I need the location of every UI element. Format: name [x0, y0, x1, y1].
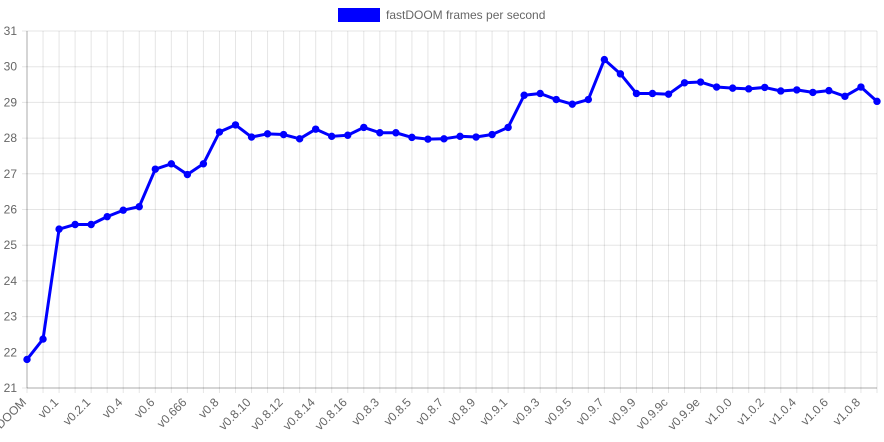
data-point — [536, 89, 544, 98]
x-tick-label: v0.4 — [99, 395, 125, 421]
data-point — [167, 160, 176, 168]
data-point — [263, 130, 272, 138]
x-tick-label: v0.1 — [35, 395, 61, 421]
x-tick-label: v0.8.7 — [413, 395, 446, 428]
data-point — [103, 212, 111, 221]
data-point — [328, 132, 336, 141]
x-tick-label: v1.0.6 — [798, 395, 831, 428]
data-point — [199, 160, 208, 168]
x-tick-label: v0.8.16 — [312, 395, 350, 433]
y-tick-label: 21 — [4, 381, 18, 395]
x-tick-label: DOOM — [0, 395, 29, 431]
data-point — [424, 135, 432, 143]
y-axis: 21 22 23 24 25 26 27 28 29 30 31 — [4, 24, 18, 395]
data-point — [135, 202, 143, 211]
data-point — [488, 130, 496, 139]
x-tick-label: v1.0.8 — [830, 395, 863, 428]
data-point — [712, 83, 721, 91]
data-point — [552, 95, 560, 104]
x-tick-label: v0.8.5 — [381, 395, 414, 428]
y-tick-label: 23 — [4, 310, 18, 324]
data-point — [39, 335, 47, 343]
x-tick-label: v1.0.4 — [766, 395, 799, 428]
y-tick-label: 31 — [4, 24, 18, 38]
data-point — [520, 91, 528, 99]
data-point — [857, 83, 865, 91]
x-tick-label: v1.0.0 — [702, 395, 735, 428]
x-tick-label: v0.8 — [196, 395, 222, 421]
y-tick-label: 22 — [4, 345, 18, 359]
data-point — [376, 129, 384, 137]
data-point — [632, 89, 641, 98]
data-point — [215, 128, 224, 136]
x-tick-label: v0.9.9e — [665, 395, 703, 433]
data-point — [247, 133, 256, 141]
x-tick-label: v0.9.9c — [633, 395, 670, 432]
x-tick-label: v1.0.2 — [734, 395, 767, 428]
x-tick-label: v0.9.5 — [541, 395, 574, 428]
data-point — [71, 220, 79, 229]
data-point — [825, 86, 833, 95]
x-tick-label: v0.666 — [154, 395, 190, 431]
data-point — [311, 125, 320, 133]
data-point — [777, 87, 785, 95]
x-tick-label: v0.8.10 — [216, 395, 254, 433]
series — [23, 55, 881, 364]
x-tick-label: v0.6 — [131, 395, 157, 421]
legend[interactable]: fastDOOM frames per second — [338, 8, 545, 22]
data-point — [440, 135, 448, 143]
data-point — [183, 170, 192, 179]
data-point — [584, 95, 593, 104]
data-point — [504, 123, 512, 132]
x-tick-label: v0.9.3 — [509, 395, 542, 428]
data-point — [55, 225, 63, 233]
x-tick-label: v0.2.1 — [60, 395, 93, 428]
data-point — [616, 70, 625, 78]
data-point — [392, 129, 400, 137]
x-tick-label: v0.8.12 — [248, 395, 286, 433]
data-point — [279, 130, 288, 139]
x-tick-label: v0.9.1 — [477, 395, 510, 428]
data-point — [360, 123, 368, 132]
x-tick-label: v0.8.14 — [280, 395, 318, 433]
data-point — [873, 97, 881, 106]
data-point — [231, 121, 240, 129]
data-point — [295, 135, 304, 143]
data-point — [761, 83, 769, 92]
data-point — [728, 84, 737, 92]
x-axis: DOOM v0.1 v0.2.1 v0.4 v0.6v0.666 v0.8v0.8.10v… — [0, 395, 863, 433]
data-point — [744, 85, 753, 93]
data-point — [23, 355, 31, 364]
data-point — [696, 78, 705, 86]
y-tick-label: 25 — [4, 238, 18, 252]
y-tick-label: 30 — [4, 60, 18, 74]
y-tick-label: 27 — [4, 167, 18, 181]
data-point — [680, 79, 689, 87]
y-tick-label: 28 — [4, 131, 18, 145]
y-tick-label: 26 — [4, 203, 18, 217]
data-point — [809, 88, 817, 97]
data-point — [648, 89, 657, 98]
data-point — [841, 92, 849, 101]
data-point — [793, 86, 801, 94]
x-tick-label: v0.8.3 — [349, 395, 382, 428]
data-point — [664, 90, 673, 98]
data-point — [344, 131, 352, 139]
data-point — [408, 133, 416, 142]
legend-label: fastDOOM frames per second — [386, 8, 545, 22]
y-tick-label: 24 — [4, 274, 18, 288]
x-tick-label: v0.8.9 — [445, 395, 478, 428]
data-point — [151, 165, 160, 173]
data-point — [456, 132, 464, 141]
legend-swatch — [338, 8, 380, 22]
data-point — [600, 55, 609, 64]
x-tick-label: v0.9.7 — [573, 395, 606, 428]
data-point — [568, 100, 576, 108]
data-point — [87, 220, 95, 229]
data-point — [119, 206, 127, 214]
y-tick-label: 29 — [4, 95, 18, 109]
data-point — [472, 133, 480, 141]
